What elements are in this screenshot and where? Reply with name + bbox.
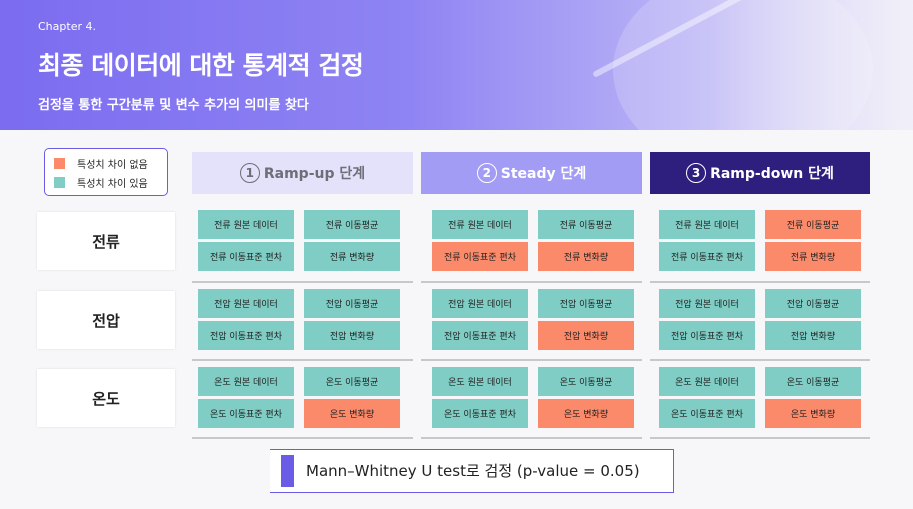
variable-cell: 전압 이동표준 편차 bbox=[659, 321, 755, 350]
legend-label: 특성치 차이 있음 bbox=[77, 179, 148, 190]
footer-note-box bbox=[270, 449, 674, 493]
row-divider bbox=[192, 359, 413, 361]
variable-cell: 전류 이동표준 편차 bbox=[432, 242, 528, 271]
variable-cell: 전류 이동평균 bbox=[765, 210, 861, 239]
footer-note-text: Mann–Whitney U test로 검정 (p-value = 0.05) bbox=[306, 462, 640, 480]
legend-swatch bbox=[54, 177, 65, 188]
variable-cell: 전압 이동평균 bbox=[538, 289, 634, 318]
stage-header-ramp-down: 3 Ramp-down 단계 bbox=[650, 152, 870, 194]
variable-cell: 전압 변화량 bbox=[765, 321, 861, 350]
legend: 특성치 차이 없음 특성치 차이 있음 bbox=[44, 148, 168, 196]
variable-cell: 전류 이동평균 bbox=[304, 210, 400, 239]
legend-label: 특성치 차이 없음 bbox=[77, 160, 148, 171]
variable-cell: 온도 이동평균 bbox=[765, 367, 861, 396]
row-label-current: 전류 bbox=[37, 212, 175, 270]
variable-cell: 전압 이동표준 편차 bbox=[432, 321, 528, 350]
variable-cell: 전류 원본 데이터 bbox=[198, 210, 294, 239]
variable-cell: 전류 이동표준 편차 bbox=[198, 242, 294, 271]
variable-cell: 전류 원본 데이터 bbox=[659, 210, 755, 239]
header-banner: Chapter 4. 최종 데이터에 대한 통계적 검정 검정을 통한 구간분류… bbox=[0, 0, 913, 130]
variable-cell: 전압 변화량 bbox=[304, 321, 400, 350]
footer-accent-bar bbox=[281, 455, 294, 487]
variable-cell: 전류 변화량 bbox=[538, 242, 634, 271]
row-divider bbox=[650, 359, 870, 361]
variable-cell: 전압 변화량 bbox=[538, 321, 634, 350]
stage-header-ramp-up: 1 Ramp-up 단계 bbox=[192, 152, 413, 194]
stage-header-steady: 2 Steady 단계 bbox=[421, 152, 642, 194]
row-divider bbox=[192, 281, 413, 283]
variable-cell: 전압 원본 데이터 bbox=[432, 289, 528, 318]
variable-cell: 전류 이동평균 bbox=[538, 210, 634, 239]
row-label-temperature: 온도 bbox=[37, 369, 175, 427]
variable-cell: 온도 이동평균 bbox=[538, 367, 634, 396]
variable-cell: 온도 변화량 bbox=[304, 399, 400, 428]
chapter-label: Chapter 4. bbox=[38, 20, 96, 33]
variable-cell: 온도 원본 데이터 bbox=[432, 367, 528, 396]
legend-item-no-diff: 특성치 차이 없음 bbox=[54, 154, 167, 173]
variable-cell: 온도 변화량 bbox=[765, 399, 861, 428]
variable-cell: 온도 이동표준 편차 bbox=[198, 399, 294, 428]
legend-item-diff: 특성치 차이 있음 bbox=[54, 173, 167, 192]
variable-cell: 온도 이동표준 편차 bbox=[659, 399, 755, 428]
variable-cell: 전류 변화량 bbox=[304, 242, 400, 271]
variable-cell: 전압 이동표준 편차 bbox=[198, 321, 294, 350]
row-label-voltage: 전압 bbox=[37, 291, 175, 349]
row-divider bbox=[421, 359, 642, 361]
variable-cell: 온도 이동평균 bbox=[304, 367, 400, 396]
page-title: 최종 데이터에 대한 통계적 검정 bbox=[38, 51, 364, 80]
variable-cell: 온도 원본 데이터 bbox=[659, 367, 755, 396]
stage-number-circle: 2 bbox=[476, 163, 497, 183]
page-subtitle: 검정을 통한 구간분류 및 변수 추가의 의미를 찾다 bbox=[38, 98, 309, 113]
legend-swatch bbox=[54, 158, 65, 169]
row-divider bbox=[650, 437, 870, 439]
stage-label: Ramp-up 단계 bbox=[263, 166, 366, 182]
variable-cell: 전압 원본 데이터 bbox=[198, 289, 294, 318]
row-divider bbox=[650, 281, 870, 283]
variable-cell: 온도 이동표준 편차 bbox=[432, 399, 528, 428]
variable-cell: 전류 원본 데이터 bbox=[432, 210, 528, 239]
row-divider bbox=[421, 437, 642, 439]
variable-cell: 전류 이동표준 편차 bbox=[659, 242, 755, 271]
variable-cell: 전압 원본 데이터 bbox=[659, 289, 755, 318]
header-decoration bbox=[713, 0, 913, 130]
row-divider bbox=[192, 437, 413, 439]
variable-cell: 전류 변화량 bbox=[765, 242, 861, 271]
variable-cell: 온도 변화량 bbox=[538, 399, 634, 428]
stage-number-circle: 3 bbox=[686, 163, 707, 183]
stage-label: Steady 단계 bbox=[500, 166, 587, 182]
variable-cell: 온도 원본 데이터 bbox=[198, 367, 294, 396]
row-divider bbox=[421, 281, 642, 283]
variable-cell: 전압 이동평균 bbox=[304, 289, 400, 318]
stage-label: Ramp-down 단계 bbox=[710, 166, 834, 182]
stage-number-circle: 1 bbox=[239, 163, 260, 183]
variable-cell: 전압 이동평균 bbox=[765, 289, 861, 318]
